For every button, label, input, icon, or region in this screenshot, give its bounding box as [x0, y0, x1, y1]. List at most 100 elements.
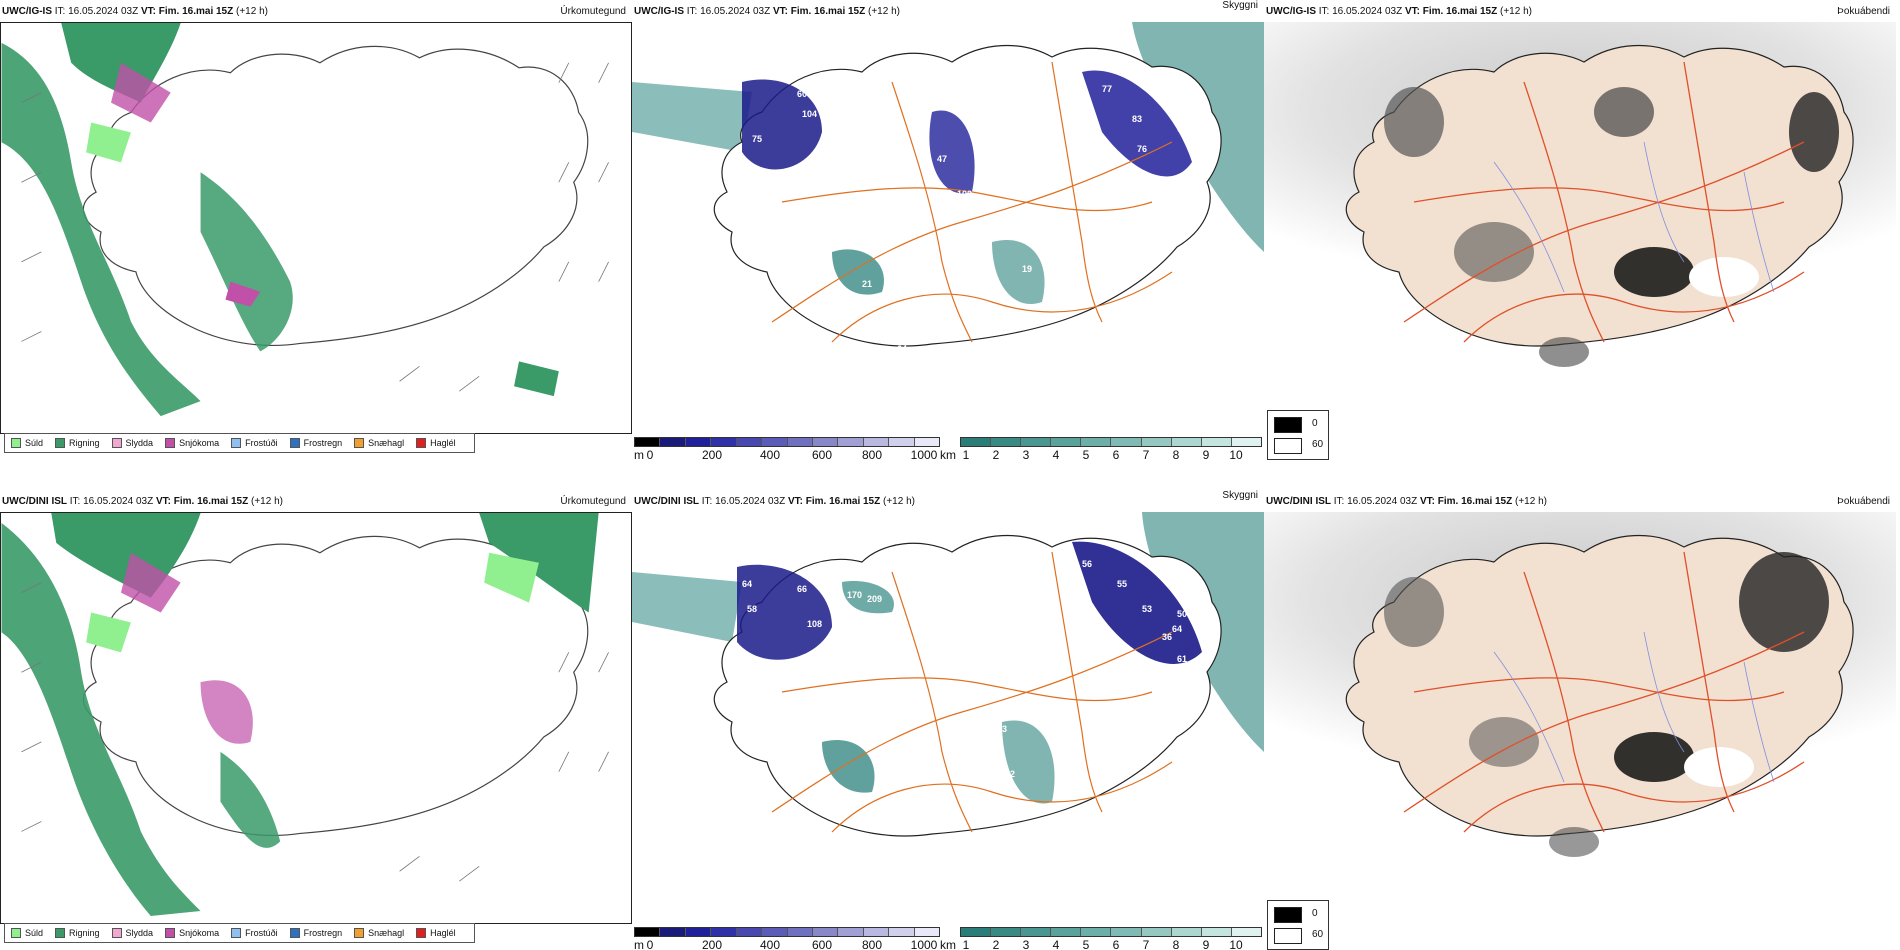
svg-text:83: 83 — [1132, 114, 1142, 124]
legend-item: Súld — [11, 438, 43, 448]
unit-m: m — [634, 448, 644, 460]
svg-text:21: 21 — [862, 279, 872, 289]
legend-item: Slydda — [111, 438, 153, 448]
panel-header: UWC/DINI ISL IT: 16.05.2024 03Z VT: Fim.… — [1266, 496, 1547, 507]
panel-precip-type-bottom: UWC/DINI ISL IT: 16.05.2024 03Z VT: Fim.… — [0, 490, 632, 950]
svg-text:108: 108 — [807, 619, 822, 629]
parameter-name: Þokuábendi — [1837, 496, 1890, 507]
svg-text:33: 33 — [997, 724, 1007, 734]
svg-text:804: 804 — [902, 304, 917, 314]
svg-text:100: 100 — [957, 189, 972, 199]
svg-text:209: 209 — [867, 594, 882, 604]
svg-text:170: 170 — [847, 590, 862, 600]
svg-text:53: 53 — [1142, 604, 1152, 614]
unit-km: km — [940, 448, 956, 460]
legend-item: Frostregn — [289, 438, 342, 448]
fog-legend-swatch-min — [1274, 417, 1302, 433]
svg-text:19: 19 — [1022, 264, 1032, 274]
parameter-name: Þokuábendi — [1837, 6, 1890, 17]
unit-km: km — [940, 938, 956, 950]
visibility-km-colorbar — [960, 437, 1262, 447]
svg-text:22: 22 — [977, 204, 987, 214]
svg-text:104: 104 — [802, 109, 817, 119]
svg-text:50: 50 — [1177, 609, 1187, 619]
visibility-values: 64 58 66 170 209 108 56 55 53 50 64 61 3… — [742, 559, 1187, 896]
panel-fog-index-top: UWC/IG-IS IT: 16.05.2024 03Z VT: Fim. 16… — [1264, 0, 1896, 460]
svg-text:126: 126 — [897, 804, 912, 814]
legend-item: Frostúði — [231, 438, 278, 448]
panel-fog-index-bottom: UWC/DINI ISL IT: 16.05.2024 03Z VT: Fim.… — [1264, 490, 1896, 950]
fog-legend-min: 0 — [1312, 418, 1318, 429]
svg-text:66: 66 — [1172, 194, 1182, 204]
svg-text:54: 54 — [1192, 149, 1202, 159]
legend-item: Snjókoma — [165, 928, 219, 938]
svg-text:85: 85 — [872, 754, 882, 764]
svg-text:56: 56 — [1082, 559, 1092, 569]
legend-item: Haglél — [416, 928, 456, 938]
fog-index-legend: 0 60 — [1267, 410, 1329, 460]
legend-item: Slydda — [111, 928, 153, 938]
panel-header: UWC/DINI ISL IT: 16.05.2024 03Z VT: Fim.… — [2, 496, 283, 507]
panel-precip-type-top: UWC/IG-IS IT: 16.05.2024 03Z VT: Fim. 16… — [0, 0, 632, 460]
svg-text:36: 36 — [1162, 632, 1172, 642]
parameter-name: Úrkomutegund — [560, 6, 626, 17]
svg-text:60: 60 — [797, 89, 807, 99]
fog-legend-max: 60 — [1312, 929, 1324, 940]
panel-header: UWC/DINI ISL IT: 16.05.2024 03Z VT: Fim.… — [634, 496, 915, 507]
svg-text:39: 39 — [652, 229, 662, 239]
svg-text:64: 64 — [1172, 624, 1182, 634]
panel-header: UWC/IG-IS IT: 16.05.2024 03Z VT: Fim. 16… — [2, 6, 268, 17]
visibility-m-colorbar — [634, 927, 940, 937]
visibility-map: 64 58 66 170 209 108 56 55 53 50 64 61 3… — [632, 512, 1264, 924]
fog-legend-min: 0 — [1312, 908, 1318, 919]
svg-text:47: 47 — [937, 154, 947, 164]
fog-legend-max: 60 — [1312, 439, 1324, 450]
legend-item: Súld — [11, 928, 43, 938]
fog-legend-swatch-max — [1274, 438, 1302, 454]
svg-text:58: 58 — [747, 604, 757, 614]
visibility-m-colorbar — [634, 437, 940, 447]
svg-text:61: 61 — [1177, 654, 1187, 664]
precip-type-legend: Súld Rigning Slydda Snjókoma Frostúði Fr… — [4, 433, 475, 453]
svg-text:66: 66 — [797, 584, 807, 594]
svg-text:76: 76 — [1137, 144, 1147, 154]
visibility-km-colorbar — [960, 927, 1262, 937]
svg-text:74: 74 — [922, 389, 932, 399]
svg-text:77: 77 — [1102, 84, 1112, 94]
visibility-map: 39 75 60 104 47 100 77 83 76 63 54 66 21… — [632, 22, 1264, 434]
legend-item: Snæhagl — [354, 928, 404, 938]
svg-text:73: 73 — [910, 364, 920, 374]
svg-text:55: 55 — [1117, 579, 1127, 589]
legend-item: Snæhagl — [354, 438, 404, 448]
panel-header: UWC/IG-IS IT: 16.05.2024 03Z VT: Fim. 16… — [634, 6, 900, 17]
svg-text:64: 64 — [742, 579, 752, 589]
panel-header: UWC/IG-IS IT: 16.05.2024 03Z VT: Fim. 16… — [1266, 6, 1532, 17]
legend-item: Snjókoma — [165, 438, 219, 448]
parameter-name: Skyggni — [1222, 490, 1258, 501]
svg-text:25: 25 — [1032, 714, 1042, 724]
svg-text:59: 59 — [912, 884, 922, 894]
legend-item: Rigning — [55, 928, 100, 938]
fog-index-map — [1264, 512, 1896, 924]
parameter-name: Skyggni — [1222, 0, 1258, 11]
panel-visibility-bottom: UWC/DINI ISL IT: 16.05.2024 03Z VT: Fim.… — [632, 490, 1264, 950]
legend-item: Frostúði — [231, 928, 278, 938]
legend-item: Rigning — [55, 438, 100, 448]
parameter-name: Úrkomutegund — [560, 496, 626, 507]
svg-text:64: 64 — [897, 344, 907, 354]
svg-text:75: 75 — [752, 134, 762, 144]
fog-index-legend: 0 60 — [1267, 900, 1329, 950]
legend-item: Haglél — [416, 438, 456, 448]
precip-type-legend: Súld Rigning Slydda Snjókoma Frostúði Fr… — [4, 923, 475, 943]
unit-m: m — [634, 938, 644, 950]
svg-text:692: 692 — [1000, 769, 1015, 779]
svg-text:49: 49 — [932, 886, 942, 896]
precip-type-map — [0, 512, 632, 924]
fog-legend-swatch-min — [1274, 907, 1302, 923]
visibility-values: 39 75 60 104 47 100 77 83 76 63 54 66 21… — [652, 84, 1202, 399]
legend-item: Frostregn — [289, 928, 342, 938]
svg-text:63: 63 — [1177, 124, 1187, 134]
fog-legend-swatch-max — [1274, 928, 1302, 944]
fog-index-map — [1264, 22, 1896, 434]
precip-type-map — [0, 22, 632, 434]
